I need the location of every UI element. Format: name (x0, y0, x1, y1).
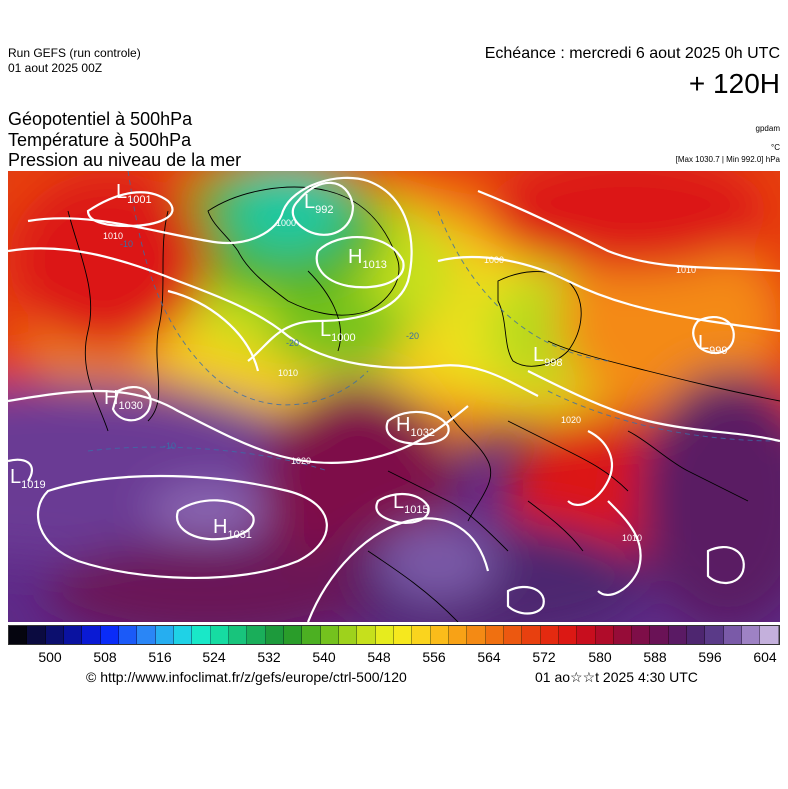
pressure-center: H1013 (348, 246, 387, 271)
scale-label: 508 (93, 649, 117, 665)
scale-color-cell (228, 626, 248, 644)
scale-color-cell (467, 626, 486, 644)
scale-color-cell (705, 626, 724, 644)
scale-color-cell (742, 626, 761, 644)
scale-color-cell (687, 626, 706, 644)
isobar-label: 1020 (291, 456, 311, 466)
pressure-center: L999 (698, 332, 727, 357)
scale-label: 588 (643, 649, 667, 665)
scale-color-cell (540, 626, 559, 644)
scale-color-cell (668, 626, 688, 644)
scale-color-cell (577, 626, 596, 644)
pressure-center: L1019 (10, 466, 46, 491)
pressure-max-min: [Max 1030.7 | Min 992.0] hPa (675, 155, 780, 164)
scale-color-cell (9, 626, 28, 644)
scale-color-cell (63, 626, 83, 644)
scale-color-cell (503, 626, 523, 644)
lead-time: + 120H (688, 68, 780, 99)
scale-color-cell (247, 626, 266, 644)
run-date: 01 aout 2025 00Z (8, 61, 103, 75)
scale-color-cell (100, 626, 119, 644)
temperature-labels: -10 -20 -20 -10 (120, 239, 419, 451)
scale-color-cell (632, 626, 651, 644)
scale-color-cell (302, 626, 321, 644)
scale-color-cell (375, 626, 394, 644)
isobar-label: 1010 (103, 231, 123, 241)
scale-color-cell (393, 626, 413, 644)
isobar-label: 1010 (622, 533, 642, 543)
scale-color-cell (448, 626, 468, 644)
scale-color-cell (192, 626, 211, 644)
scale-color-cell (558, 626, 578, 644)
scale-color-cell (137, 626, 156, 644)
scale-color-cell (357, 626, 376, 644)
isobar-label: 1000 (484, 255, 504, 265)
scale-label: 524 (202, 649, 226, 665)
pressure-center: H1030 (104, 387, 143, 412)
source-url: © http://www.infoclimat.fr/z/gefs/europe… (86, 669, 407, 685)
scale-label: 548 (367, 649, 391, 665)
scale-color-cell (82, 626, 101, 644)
isobars (8, 176, 780, 622)
generation-time: 01 ao☆☆t 2025 4:30 UTC (535, 669, 698, 685)
scale-color-cell (265, 626, 284, 644)
scale-label: 500 (38, 649, 62, 665)
scale-color-cell (650, 626, 669, 644)
isobar-label: 1010 (676, 265, 696, 275)
scale-color-cell (430, 626, 449, 644)
scale-color-cell (485, 626, 504, 644)
scale-color-cell (210, 626, 229, 644)
scale-color-cell (155, 626, 174, 644)
temperature-label: -20 (286, 338, 299, 348)
product-mslp: Pression au niveau de la mer (8, 150, 242, 170)
pressure-center: H1032 (396, 414, 435, 439)
run-label: Run GEFS (run controle) (8, 46, 141, 60)
pressure-center: L1000 (320, 319, 356, 344)
scale-label: 532 (257, 649, 281, 665)
isobar-label: 1010 (278, 368, 298, 378)
color-scale-labels: 500 508 516 524 532 540 548 556 564 572 580 588 596 6… (0, 649, 788, 667)
isobar-labels: 1000 1010 1000 1010 1010 1020 1020 1010 (103, 218, 696, 543)
product-temperature: Température à 500hPa (8, 130, 192, 150)
scale-color-cell (412, 626, 431, 644)
pressure-center-labels: L1001 L992 H1013 L1000 L998 L999 H1030 H1032 L10… (10, 181, 727, 541)
pressure-center: L1015 (393, 491, 429, 516)
isobar-label: 1020 (561, 415, 581, 425)
scale-label: 572 (532, 649, 556, 665)
scale-label: 564 (477, 649, 501, 665)
scale-label: 556 (422, 649, 446, 665)
isobar-label: 1000 (276, 218, 296, 228)
color-scale (8, 625, 780, 645)
unit-temperature: °C (771, 143, 780, 152)
scale-label: 596 (698, 649, 722, 665)
scale-color-cell (118, 626, 138, 644)
temperature-label: -20 (406, 331, 419, 341)
scale-color-cell (522, 626, 541, 644)
scale-color-cell (27, 626, 46, 644)
pressure-center: L1001 (116, 181, 152, 206)
scale-color-cell (723, 626, 743, 644)
unit-geopotential: gpdam (755, 124, 780, 133)
scale-color-cell (173, 626, 193, 644)
scale-color-cell (613, 626, 633, 644)
pressure-center: H1031 (213, 516, 252, 541)
scale-color-cell (320, 626, 339, 644)
scale-color-cell (760, 626, 779, 644)
temperature-label: -10 (163, 441, 176, 451)
scale-color-cell (283, 626, 303, 644)
pressure-center: L998 (533, 344, 562, 369)
scale-label: 580 (588, 649, 612, 665)
scale-color-cell (595, 626, 614, 644)
scale-color-cell (45, 626, 64, 644)
valid-time: Echéance : mercredi 6 aout 2025 0h UTC (484, 45, 780, 62)
product-geopotential: Géopotentiel à 500hPa (8, 109, 193, 129)
scale-label: 604 (753, 649, 777, 665)
temperature-contours (87, 171, 780, 472)
weather-map: L1001 L992 H1013 L1000 L998 L999 H1030 H1032 L10… (8, 171, 780, 622)
scale-label: 540 (312, 649, 336, 665)
pressure-center: L992 (304, 191, 333, 216)
scale-color-cell (338, 626, 358, 644)
scale-label: 516 (148, 649, 172, 665)
temperature-label: -10 (120, 239, 133, 249)
